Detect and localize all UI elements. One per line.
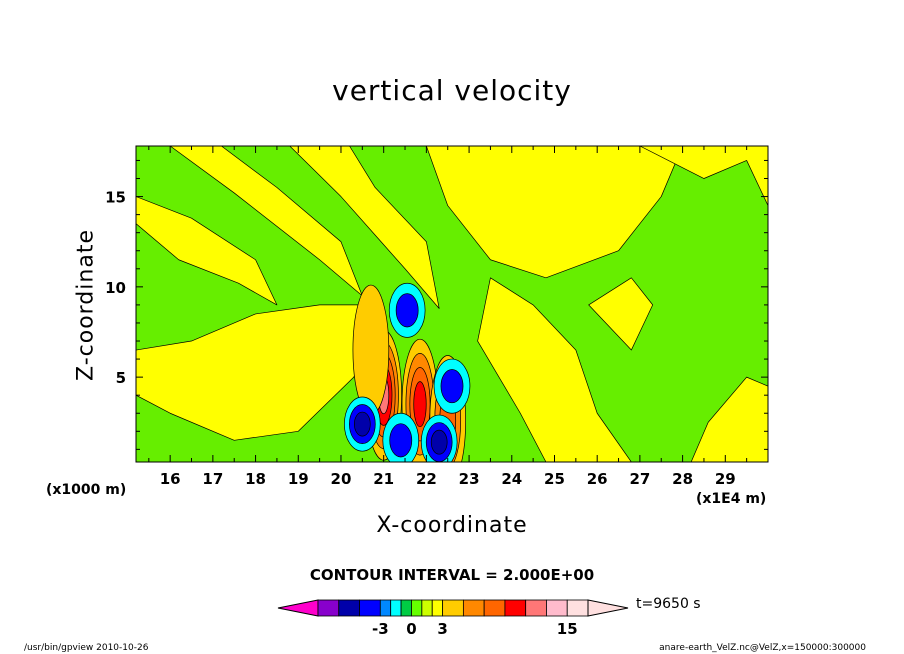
updraft-contour [413, 381, 427, 428]
x-tick-label: 29 [715, 470, 736, 488]
colorbar-min-arrow [277, 599, 319, 617]
x-tick-label: 20 [331, 470, 352, 488]
y-axis-unit: (x1000 m) [46, 482, 127, 498]
positive-region [289, 146, 440, 309]
x-tick-label: 19 [288, 470, 309, 488]
x-tick-label: 26 [587, 470, 608, 488]
colorbar-tick-label: -3 [372, 620, 389, 638]
x-axis-label: X-coordinate [376, 513, 528, 538]
downdraft-contour [440, 369, 464, 404]
x-tick-label: 21 [373, 470, 394, 488]
footer-left: /usr/bin/gpview 2010-10-26 [24, 643, 149, 653]
y-tick-label: 15 [105, 189, 126, 207]
colorbar-swatch [504, 599, 527, 617]
colorbar-swatch [442, 599, 464, 617]
y-axis-label: Z-coordinate [73, 229, 99, 381]
downdraft-contour [395, 293, 419, 328]
downdraft-contour [430, 429, 448, 455]
time-label: t=9650 s [636, 596, 701, 612]
plot-frame [135, 145, 769, 463]
colorbar-swatch [566, 599, 589, 617]
downdraft-contour [389, 423, 413, 458]
colorbar-swatch [317, 599, 340, 617]
contour-interval-label: CONTOUR INTERVAL = 2.000E+00 [309, 566, 595, 584]
chart-title: vertical velocity [332, 74, 572, 107]
positive-region [639, 146, 768, 206]
colorbar-tick-label: 15 [557, 620, 578, 638]
y-tick-label: 5 [116, 369, 126, 387]
positive-region [136, 196, 278, 306]
footer-right: anare-earth_VelZ.nc@VelZ,x=150000:300000 [659, 643, 866, 653]
colorbar-swatch [338, 599, 360, 617]
colorbar-swatch [483, 599, 506, 617]
colorbar-swatch [359, 599, 381, 617]
x-tick-label: 17 [202, 470, 223, 488]
colorbar-tick-label: 0 [406, 620, 416, 638]
x-tick-label: 25 [544, 470, 565, 488]
x-tick-label: 28 [672, 470, 693, 488]
x-axis-unit: (x1E4 m) [696, 491, 767, 507]
colorbar-swatch [525, 599, 547, 617]
colorbar-swatch [379, 599, 392, 617]
colorbar-max-arrow [587, 599, 629, 617]
positive-region [690, 376, 768, 462]
colorbar-swatch [411, 599, 423, 617]
positive-region [169, 146, 363, 297]
x-tick-label: 22 [416, 470, 437, 488]
x-tick-label: 16 [160, 470, 181, 488]
colorbar-swatch [390, 599, 402, 617]
colorbar-swatch [421, 599, 433, 617]
x-tick-label: 24 [501, 470, 522, 488]
downdraft-contour [354, 411, 371, 437]
colorbar-swatch [462, 599, 485, 617]
colorbar-swatch [400, 599, 412, 617]
positive-region [588, 277, 654, 351]
colorbar-swatch [546, 599, 568, 617]
updraft-contour [352, 284, 390, 416]
x-tick-label: 27 [629, 470, 650, 488]
colorbar-tick-label: 3 [437, 620, 447, 638]
colorbar-swatch [431, 599, 444, 617]
positive-region [477, 277, 632, 462]
positive-region [136, 304, 385, 441]
x-tick-label: 23 [459, 470, 480, 488]
y-tick-label: 10 [105, 279, 126, 297]
x-tick-label: 18 [245, 470, 266, 488]
